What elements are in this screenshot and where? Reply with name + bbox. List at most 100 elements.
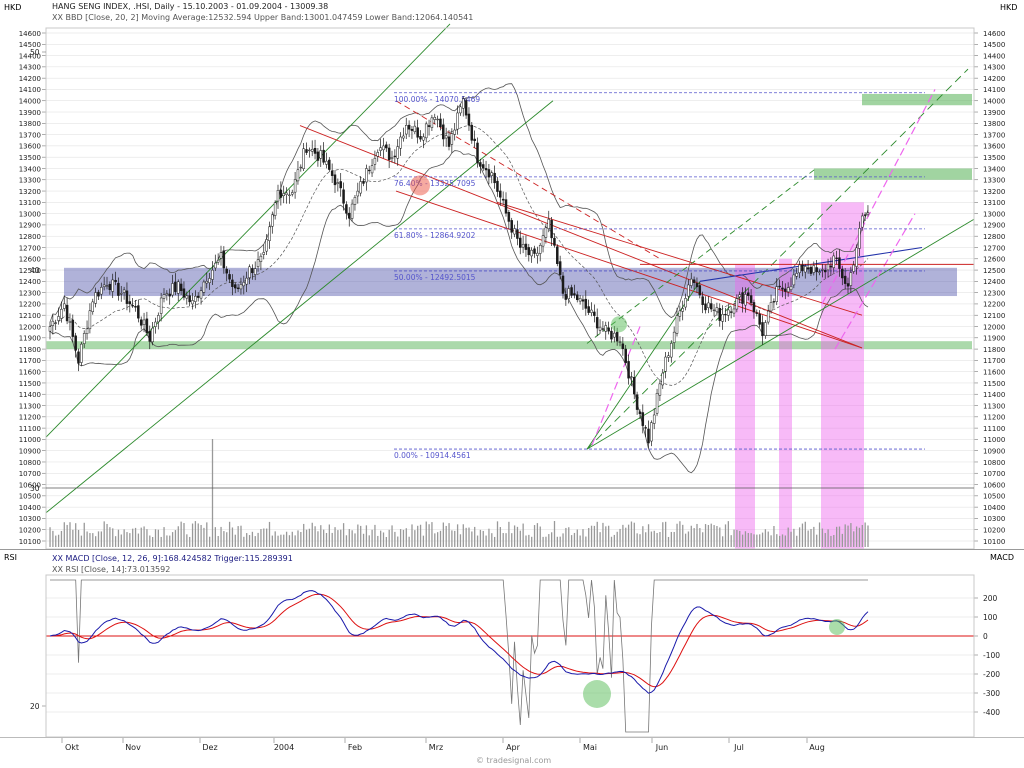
price-tick-label-right: 13700 (983, 131, 1005, 139)
target-zone (814, 168, 972, 180)
volume-bar (365, 525, 368, 547)
candle-body (858, 228, 861, 249)
price-tick-label-right: 10200 (983, 527, 1005, 535)
volume-bar (713, 525, 715, 547)
candle-body (712, 309, 716, 312)
candle-body (610, 330, 613, 340)
rsi-legend: XX RSI [Close, 14]:73.013592 (52, 565, 170, 574)
volume-bar (325, 532, 328, 547)
price-tick-label-left: 11700 (19, 357, 41, 365)
candle-body (661, 372, 664, 386)
candle-body (60, 308, 63, 319)
volume-bar (650, 531, 653, 547)
candle-body (291, 192, 294, 195)
volume-bar (69, 522, 71, 547)
watermark: © tradesignal.com (476, 756, 551, 765)
candle-body (353, 197, 357, 205)
price-tick-label-left: 10400 (19, 504, 41, 512)
month-label: Okt (65, 743, 79, 752)
candle-body (199, 290, 203, 299)
candle-body (536, 252, 539, 256)
volume-bar (525, 535, 527, 547)
price-tick-label-right: 10600 (983, 481, 1005, 489)
volume-bar (57, 534, 60, 547)
volume-bar (334, 527, 336, 547)
price-tick-label-right: 11500 (983, 380, 1005, 388)
candle-body (766, 310, 770, 323)
support-zone (46, 341, 972, 350)
volume-bar (613, 534, 615, 547)
candle-body (436, 118, 439, 121)
volume-bar (756, 534, 758, 547)
candle-body (356, 190, 360, 197)
volume-bar (724, 524, 727, 547)
candle-body (519, 237, 522, 248)
volume-bar (317, 531, 319, 547)
candle-body (809, 266, 813, 274)
candle-body (781, 287, 784, 290)
price-tick-label-right: 13300 (983, 177, 1005, 185)
candle-body (262, 252, 265, 255)
volume-bar (776, 534, 778, 547)
price-tick-label-left: 12300 (19, 289, 41, 297)
target-zone (862, 93, 972, 106)
price-tick-label-right: 14400 (983, 52, 1005, 60)
volume-bar (833, 535, 835, 547)
price-tick-label-left: 14500 (19, 41, 41, 49)
candle-body (139, 319, 143, 326)
price-tick-label-left: 11600 (19, 368, 41, 376)
candle-body (97, 291, 100, 297)
signal-circle (611, 316, 627, 333)
volume-bar (66, 524, 68, 547)
volume-bar (414, 530, 416, 547)
price-tick-label-right: 11000 (983, 436, 1005, 444)
volume-bar (619, 528, 621, 547)
volume-bar (120, 534, 122, 547)
volume-bar (496, 521, 499, 547)
price-tick-label-right: 12500 (983, 267, 1005, 275)
candle-body (273, 202, 277, 216)
volume-bar (97, 531, 100, 547)
volume-bar (288, 535, 291, 547)
volume-bar (163, 527, 165, 547)
downtrend-channel-dashed (395, 100, 661, 260)
candle-body (792, 274, 796, 286)
chart-title: HANG SENG INDEX, .HSI, Daily - 15.10.200… (52, 2, 328, 11)
candle-body (330, 170, 334, 176)
candle-body (593, 311, 596, 316)
candle-body (698, 285, 702, 296)
candle-body (319, 150, 322, 159)
candle-body (775, 286, 778, 302)
price-tick-label-left: 10600 (19, 481, 41, 489)
price-tick-label-left: 13900 (19, 109, 41, 117)
volume-bar (217, 535, 219, 547)
macd-tick-label: 100 (983, 613, 998, 622)
volume-bar (753, 534, 755, 547)
volume-bar (308, 528, 311, 547)
volume-bar (533, 525, 536, 547)
volume-bar (696, 523, 698, 547)
volume-bar (841, 533, 843, 547)
candle-body (225, 268, 228, 274)
fibonacci-label: 100.00% - 14070.5469 (394, 95, 480, 104)
macd-tick-label: -400 (983, 708, 1000, 717)
candle-body (134, 305, 137, 308)
volume-bar (804, 521, 806, 547)
volume-bar (300, 532, 302, 547)
volume-bar (171, 532, 174, 547)
rsi-tick-label: 40 (30, 266, 40, 275)
price-tick-label-left: 12200 (19, 301, 41, 309)
volume-bar (394, 531, 396, 547)
candle-body (633, 377, 636, 395)
volume-bar (169, 535, 171, 547)
volume-bar (699, 528, 701, 547)
volume-bar (582, 529, 584, 547)
volume-bar (684, 533, 687, 547)
candle-body (627, 361, 630, 379)
volume-bar (818, 522, 821, 547)
candle-body (479, 162, 482, 167)
candle-body (849, 272, 853, 286)
volume-bar (351, 530, 353, 547)
chart-subtitle: XX BBD [Close, 20, 2] Moving Average:125… (52, 13, 473, 22)
price-tick-label-right: 10700 (983, 470, 1005, 478)
